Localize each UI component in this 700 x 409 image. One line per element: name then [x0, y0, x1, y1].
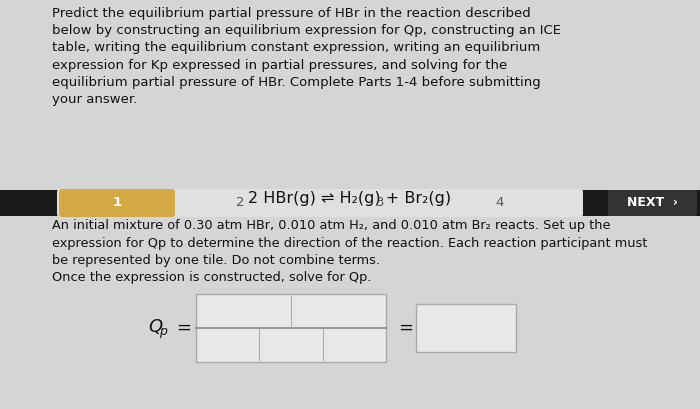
- Text: 2: 2: [236, 196, 244, 209]
- FancyBboxPatch shape: [608, 190, 697, 216]
- Text: An initial mixture of 0.30 atm HBr, 0.010 atm H₂, and 0.010 atm Br₂ reacts. Set : An initial mixture of 0.30 atm HBr, 0.01…: [52, 219, 648, 285]
- Text: NEXT  ›: NEXT ›: [627, 196, 678, 209]
- Text: p: p: [159, 326, 167, 339]
- FancyBboxPatch shape: [59, 189, 175, 217]
- Text: 3: 3: [376, 196, 384, 209]
- Text: Predict the equilibrium partial pressure of HBr in the reaction described
below : Predict the equilibrium partial pressure…: [52, 7, 561, 106]
- Bar: [0, 190, 700, 216]
- Bar: [416, 304, 516, 352]
- Text: =: =: [176, 319, 191, 337]
- Text: 1: 1: [113, 196, 122, 209]
- Text: 2 HBr(g) ⇌ H₂(g) + Br₂(g): 2 HBr(g) ⇌ H₂(g) + Br₂(g): [248, 191, 452, 206]
- FancyBboxPatch shape: [57, 189, 583, 217]
- Text: 4: 4: [496, 196, 504, 209]
- Bar: [196, 294, 386, 362]
- Text: =: =: [398, 319, 413, 337]
- Text: Q: Q: [148, 318, 162, 336]
